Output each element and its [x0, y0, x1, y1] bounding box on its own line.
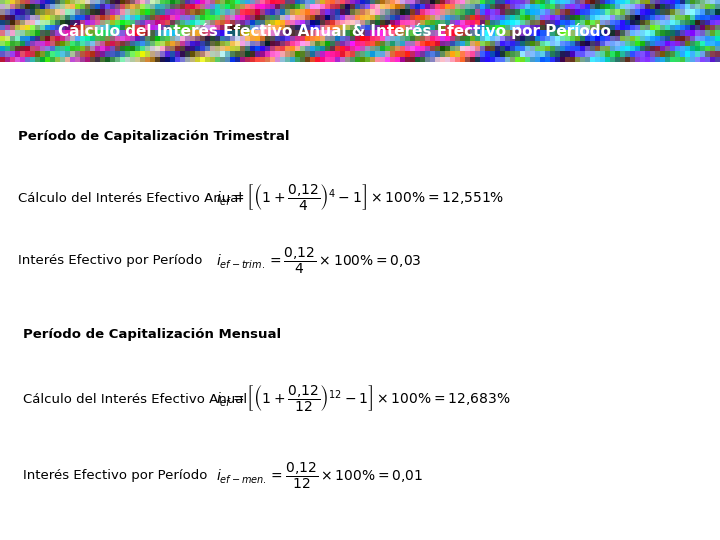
Text: $i_{ef} = \left[\left(1+\dfrac{0{,}12}{4}\right)^{4}-1\right]\times 100\% = 12{,: $i_{ef} = \left[\left(1+\dfrac{0{,}12}{4… [216, 183, 504, 213]
Text: $i_{ef-trim.} = \dfrac{0{,}12}{4}\times 100\% = 0{,}03$: $i_{ef-trim.} = \dfrac{0{,}12}{4}\times … [216, 245, 422, 275]
Text: Cálculo del Interés Efectivo Anual: Cálculo del Interés Efectivo Anual [23, 393, 247, 406]
Text: Interés Efectivo por Período: Interés Efectivo por Período [23, 469, 207, 482]
Text: Cálculo del Interés Efectivo Anual & Interés Efectivo por Período: Cálculo del Interés Efectivo Anual & Int… [58, 23, 611, 39]
Text: Cálculo del Interés Efectivo Anual: Cálculo del Interés Efectivo Anual [18, 192, 242, 205]
Text: $i_{ef-men.} = \dfrac{0{,}12}{12}\times 100\% = 0{,}01$: $i_{ef-men.} = \dfrac{0{,}12}{12}\times … [216, 460, 423, 491]
Text: $i_{ef} = \left[\left(1+\dfrac{0{,}12}{12}\right)^{12}-1\right]\times 100\% = 12: $i_{ef} = \left[\left(1+\dfrac{0{,}12}{1… [216, 384, 510, 414]
Text: Interés Efectivo por Período: Interés Efectivo por Período [18, 254, 202, 267]
Text: Período de Capitalización Trimestral: Período de Capitalización Trimestral [18, 130, 289, 143]
Text: Período de Capitalización Mensual: Período de Capitalización Mensual [23, 328, 282, 341]
